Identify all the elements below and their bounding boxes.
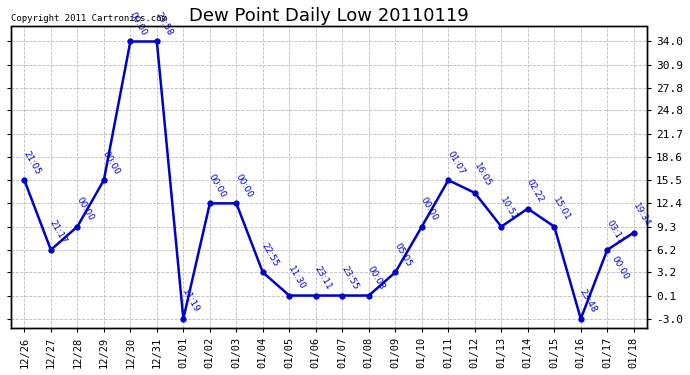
Text: Copyright 2011 Cartronics.com: Copyright 2011 Cartronics.com — [11, 15, 167, 24]
Text: 02:22: 02:22 — [525, 178, 546, 204]
Text: 23:58: 23:58 — [154, 10, 175, 38]
Text: 00:08: 00:08 — [366, 264, 387, 291]
Text: 01:07: 01:07 — [446, 149, 466, 176]
Text: 05:05: 05:05 — [393, 241, 413, 268]
Title: Dew Point Daily Low 20110119: Dew Point Daily Low 20110119 — [189, 7, 469, 25]
Text: 15:01: 15:01 — [551, 195, 572, 222]
Text: 22:55: 22:55 — [260, 242, 281, 268]
Text: 00:00: 00:00 — [207, 172, 228, 199]
Text: 00:00: 00:00 — [128, 10, 148, 38]
Text: 00:00: 00:00 — [233, 172, 255, 199]
Text: 23:55: 23:55 — [339, 265, 360, 291]
Text: 03:11: 03:11 — [604, 219, 625, 246]
Text: 23:48: 23:48 — [578, 288, 599, 315]
Text: 23:11: 23:11 — [313, 265, 334, 291]
Text: 10:52: 10:52 — [498, 196, 519, 222]
Text: 11:19: 11:19 — [181, 288, 201, 315]
Text: 11:30: 11:30 — [286, 264, 307, 291]
Text: 00:00: 00:00 — [101, 149, 122, 176]
Text: 00:00: 00:00 — [419, 195, 440, 222]
Text: 19:34: 19:34 — [631, 202, 651, 228]
Text: 00:00: 00:00 — [75, 195, 95, 222]
Text: 21:17: 21:17 — [48, 219, 69, 246]
Text: 16:05: 16:05 — [472, 162, 493, 189]
Text: 21:05: 21:05 — [21, 149, 42, 176]
Text: 00:00: 00:00 — [610, 254, 631, 281]
